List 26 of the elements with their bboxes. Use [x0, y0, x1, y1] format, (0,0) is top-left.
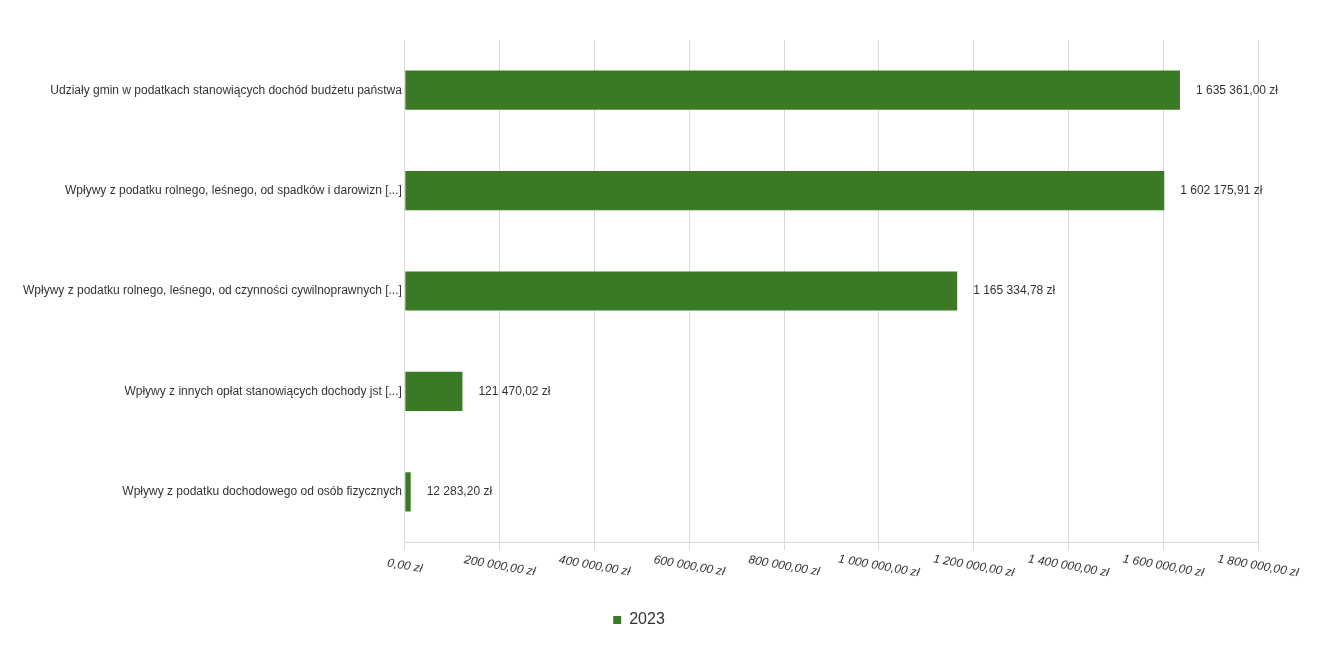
- x-tick-label: 1 800 000,00 zł: [1216, 551, 1301, 580]
- x-tick-label: 1 600 000,00 zł: [1121, 551, 1206, 580]
- bar: [405, 371, 463, 411]
- y-tick-label: Wpływy z podatku dochodowego od osób fizycznych: [122, 484, 402, 499]
- bar: [405, 271, 958, 311]
- x-tick-label: 1 400 000,00 zł: [1026, 551, 1111, 580]
- bar: [405, 70, 1180, 110]
- data-label: 12 283,20 zł: [426, 484, 493, 499]
- y-tick-label: Wpływy z podatku rolnego, leśnego, od czynności cywilnoprawnych [...]: [22, 283, 402, 298]
- y-tick-label: Udziały gmin w podatkach stanowiących dochód budżetu państwa: [50, 82, 403, 97]
- y-tick-label: Wpływy z podatku rolnego, leśnego, od spadków i darowizn [...]: [65, 182, 402, 197]
- bar: [405, 171, 1165, 211]
- data-label: 1 602 175,91 zł: [1180, 182, 1263, 197]
- x-tick-label: 400 000,00 zł: [557, 552, 632, 579]
- x-tick-label: 1 000 000,00 zł: [837, 551, 921, 580]
- data-label: 1 635 361,00 zł: [1195, 82, 1279, 97]
- y-tick-label: Wpływy z innych opłat stanowiących dochody jst [...]: [124, 383, 402, 398]
- legend-label: 2023: [629, 610, 665, 628]
- x-tick-label: 200 000,00 zł: [462, 552, 537, 579]
- x-tick-label: 0,00 zł: [386, 555, 424, 576]
- bar: [405, 472, 411, 512]
- x-tick-label: 600 000,00 zł: [652, 552, 727, 579]
- data-label: 1 165 334,78 zł: [973, 283, 1056, 298]
- x-tick-label: 800 000,00 zł: [747, 552, 822, 579]
- x-tick-label: 1 200 000,00 zł: [932, 551, 1016, 580]
- data-label: 121 470,02 zł: [478, 383, 551, 398]
